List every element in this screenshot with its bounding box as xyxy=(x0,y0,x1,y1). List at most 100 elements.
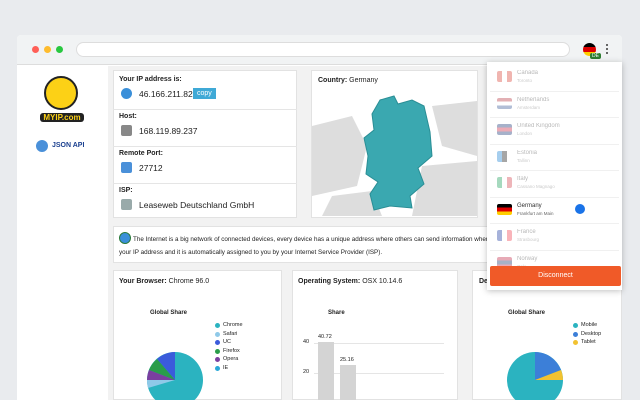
legend-swatch xyxy=(215,323,220,328)
country[interactable]: Italy xyxy=(517,176,529,182)
legend-swatch xyxy=(573,340,578,345)
bar-label: 25.16 xyxy=(340,357,354,364)
device-chart-title: Global Share xyxy=(508,310,546,316)
city: Cassano Magnago xyxy=(517,184,555,189)
globe-icon xyxy=(119,232,131,244)
field-icon xyxy=(121,162,132,173)
divider xyxy=(113,109,297,110)
legend-label: Firefox xyxy=(223,347,240,354)
bar xyxy=(318,341,334,400)
city: Toronto xyxy=(517,78,533,83)
logo-face xyxy=(44,76,78,110)
field-label: Remote Port: xyxy=(119,150,163,157)
vpn-panel xyxy=(487,62,622,290)
country-title: Country: Germany xyxy=(318,77,378,84)
neighbours xyxy=(312,101,477,216)
flag xyxy=(497,97,512,109)
max-dot[interactable] xyxy=(56,46,63,53)
divider xyxy=(490,223,619,224)
y-tick-label: 40 xyxy=(303,339,310,345)
legend-swatch xyxy=(573,331,578,337)
min-dot[interactable] xyxy=(44,46,51,53)
logo: MYIP.com xyxy=(40,113,84,122)
flag xyxy=(497,203,512,215)
country[interactable]: United Kingdom xyxy=(517,123,560,129)
os-title: Operating System: OSX 10.14.6 xyxy=(298,278,403,285)
divider xyxy=(113,146,297,147)
os-chart-title: Share xyxy=(328,310,345,316)
field-label: Host: xyxy=(119,113,137,120)
legend-swatch xyxy=(215,331,220,337)
field-value: 27712 xyxy=(139,163,163,173)
legend-swatch xyxy=(215,340,220,345)
check xyxy=(575,203,585,214)
country[interactable]: Canada xyxy=(517,70,539,76)
legend-swatch xyxy=(573,323,578,328)
flag xyxy=(497,124,512,135)
flag xyxy=(497,177,512,188)
device-pie xyxy=(507,352,563,400)
badge: DE xyxy=(590,53,601,59)
legend-label: Safari xyxy=(223,330,238,337)
country[interactable]: France xyxy=(517,229,536,235)
legend-label: Opera xyxy=(223,356,239,362)
divider xyxy=(490,170,619,171)
legend-label: Chrome xyxy=(223,322,243,328)
country[interactable]: Norway xyxy=(517,255,538,262)
country[interactable]: Netherlands xyxy=(517,96,550,103)
legend-label: Mobile xyxy=(581,322,598,328)
divider xyxy=(113,183,297,184)
menu-dots[interactable] xyxy=(606,44,608,54)
grid-line xyxy=(314,343,444,344)
browser-title: Your Browser: Chrome 96.0 xyxy=(119,278,210,285)
info-line2: your IP address and it is automatically … xyxy=(119,249,383,256)
address-bar[interactable] xyxy=(76,42,570,57)
json-api-link[interactable]: JSON API xyxy=(52,142,85,149)
flag xyxy=(497,256,512,268)
field-value: 168.119.89.237 xyxy=(139,126,198,136)
city: Strasbourg xyxy=(517,237,540,242)
bar xyxy=(340,365,356,400)
flag xyxy=(497,71,512,82)
bar-label: 40.72 xyxy=(318,333,332,340)
flag xyxy=(497,150,512,162)
divider xyxy=(490,249,619,251)
city: Tallinn xyxy=(517,157,530,163)
divider xyxy=(490,196,619,198)
map xyxy=(312,95,477,216)
grid-line xyxy=(314,373,444,374)
close-dot[interactable] xyxy=(32,46,39,53)
copy-button[interactable]: copy xyxy=(193,88,216,99)
device-title: De xyxy=(479,278,488,285)
legend-label: Desktop xyxy=(581,330,602,337)
info-line1: The Internet is a big network of connect… xyxy=(133,236,488,243)
germany xyxy=(363,95,433,211)
os-card xyxy=(292,270,458,400)
field-label: Your IP address is: xyxy=(119,76,182,83)
flag xyxy=(497,230,512,241)
city: Amsterdam xyxy=(517,104,541,110)
field-value: 46.166.211.82 xyxy=(139,89,193,99)
field-icon xyxy=(121,199,132,210)
legend-swatch xyxy=(215,348,220,354)
browser-pie xyxy=(146,352,203,400)
divider xyxy=(490,117,619,118)
city: London xyxy=(517,131,533,136)
api-icon xyxy=(36,140,48,152)
browser-chart-title: Global Share xyxy=(150,310,188,316)
extension-icon[interactable] xyxy=(583,43,596,56)
legend-label: IE xyxy=(223,364,229,371)
divider xyxy=(490,143,619,145)
legend-swatch xyxy=(215,357,220,362)
disconnect-button[interactable]: Disconnect xyxy=(490,266,621,286)
legend-label: Tablet xyxy=(581,339,596,345)
field-label: ISP: xyxy=(119,187,133,194)
legend-swatch xyxy=(215,365,220,371)
legend-label: UC xyxy=(223,339,231,345)
country[interactable]: Germany xyxy=(517,202,542,209)
country[interactable]: Estonia xyxy=(517,149,538,156)
field-icon xyxy=(121,88,132,99)
y-tick-label: 20 xyxy=(303,369,310,375)
field-value: Leaseweb Deutschland GmbH xyxy=(139,200,255,210)
